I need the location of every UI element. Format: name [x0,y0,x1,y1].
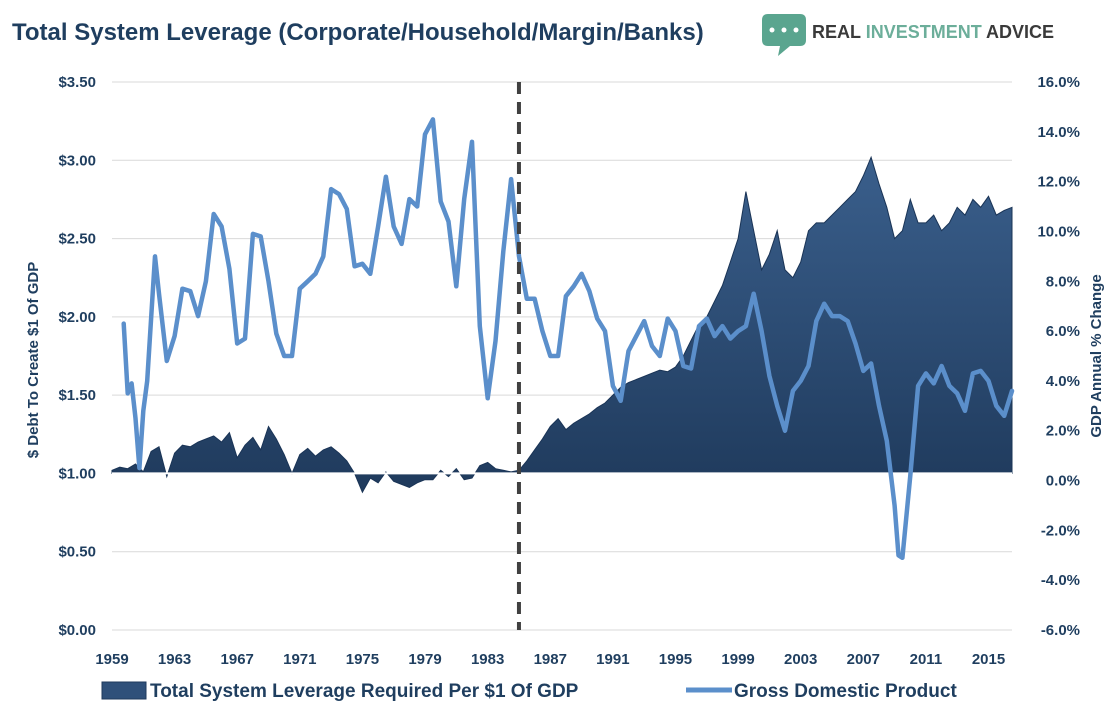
y-tick-label-right: 0.0% [1046,473,1080,490]
x-tick-label: 1967 [221,651,254,668]
chart-title: Total System Leverage (Corporate/Househo… [12,19,704,46]
gdp-line [121,117,1015,561]
leverage-area-layer [111,155,1013,494]
x-tick-label: 2007 [847,651,880,668]
brand-logo: REAL INVESTMENT ADVICE [762,14,1054,56]
y-tick-label-right: -4.0% [1041,572,1080,589]
y-tick-label-right: 14.0% [1037,124,1080,141]
legend-label-gdp: Gross Domestic Product [734,681,957,702]
brand-name-part-2: INVESTMENT [866,22,982,42]
y-tick-label-right: -6.0% [1041,622,1080,639]
y-tick-label-left: $1.00 [58,465,96,482]
legend-item-gdp: Gross Domestic Product [686,681,957,702]
x-tick-label: 2015 [972,651,1005,668]
y-tick-label-right: 2.0% [1046,423,1080,440]
speech-bubble-dots-icon [762,14,806,56]
x-tick-label: 2011 [910,651,943,668]
y-tick-label-left: $3.50 [58,74,96,91]
brand-name-part-3: ADVICE [982,22,1054,42]
x-tick-label: 1999 [721,651,754,668]
legend-label-leverage: Total System Leverage Required Per $1 Of… [150,681,579,702]
y-tick-label-right: 12.0% [1037,174,1080,191]
y-tick-label-right: 10.0% [1037,223,1080,240]
y-tick-label-right: 8.0% [1046,273,1080,290]
x-tick-label: 1991 [596,651,629,668]
leverage-area [111,155,1013,494]
y-tick-label-left: $0.00 [58,622,96,639]
x-tick-label: 1979 [408,651,441,668]
x-tick-label: 1959 [95,651,128,668]
y-tick-label-left: $2.50 [58,231,96,248]
y-tick-label-left: $3.00 [58,152,96,169]
y-axis-right-label: GDP Annual % Change [1088,274,1105,437]
legend: Total System Leverage Required Per $1 Of… [101,681,957,702]
y-tick-label-right: 4.0% [1046,373,1080,390]
x-tick-label: 2003 [784,651,817,668]
y-tick-label-left: $0.50 [58,544,96,561]
legend-swatch-leverage [101,681,147,700]
y-tick-label-right: -2.0% [1041,522,1080,539]
y-tick-label-left: $1.50 [58,387,96,404]
x-tick-label: 1987 [534,651,567,668]
x-tick-label: 1963 [158,651,191,668]
x-tick-label: 1995 [659,651,692,668]
y-tick-label-right: 6.0% [1046,323,1080,340]
x-tick-label: 1971 [283,651,316,668]
brand-name: REAL INVESTMENT ADVICE [812,22,1054,42]
y-axis-left-label: $ Debt To Create $1 Of GDP [25,262,42,458]
y-axis-right: -6.0% -4.0% -2.0% 0.0% 2.0% 4.0% 6.0% 8.0% 10.0%… [1037,74,1080,639]
gdp-line-layer [121,117,1015,561]
x-tick-label: 1983 [471,651,504,668]
y-tick-label-right: 16.0% [1037,74,1080,91]
brand-name-part-1: REAL [812,22,866,42]
x-tick-label: 1975 [346,651,379,668]
y-axis-left: $0.00 $0.50 $1.00 $1.50 $2.00 $2.50 $3.00 $3.50 [58,74,96,639]
x-axis: 1959 1963 1967 1971 1975 1979 1983 1987 1991 1995… [95,651,1005,668]
y-tick-label-left: $2.00 [58,309,96,326]
legend-item-leverage: Total System Leverage Required Per $1 Of… [101,681,579,702]
